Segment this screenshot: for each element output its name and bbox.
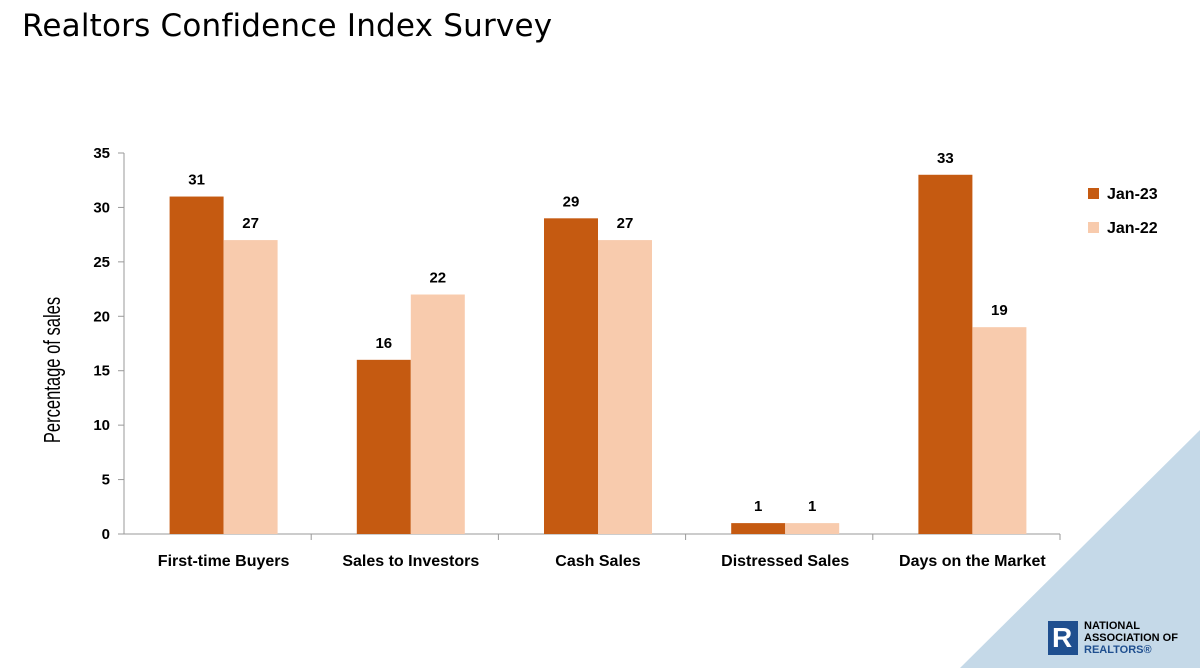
category-label: Cash Sales	[555, 553, 640, 570]
category-labels: First-time Buyers Sales to Investors Cash …	[158, 553, 1047, 570]
y-tick-label: 5	[102, 472, 110, 489]
y-axis-title-group: Percentage of sales	[40, 297, 65, 443]
data-label: 29	[563, 193, 580, 210]
data-label: 27	[242, 215, 259, 232]
data-label: 19	[991, 302, 1008, 319]
y-tick-label: 15	[93, 363, 110, 380]
logo-line-1: NATIONAL	[1084, 620, 1141, 632]
legend-label: Jan-22	[1107, 220, 1158, 237]
category-label: Distressed Sales	[721, 553, 849, 570]
y-tick-label: 25	[93, 254, 110, 271]
category-label: Days on the Market	[899, 553, 1046, 570]
y-tick-label: 35	[93, 145, 110, 162]
legend-label: Jan-23	[1107, 186, 1158, 203]
bar	[410, 294, 465, 534]
nar-logo: R NATIONAL ASSOCIATION OF REALTORS®	[1048, 618, 1178, 658]
data-label: 31	[188, 172, 205, 189]
bar	[598, 240, 652, 535]
bar	[972, 327, 1027, 534]
corner-triangle	[960, 430, 1200, 668]
logo-r-letter: R	[1052, 622, 1073, 653]
bar	[223, 240, 278, 535]
y-tick-label: 10	[93, 417, 110, 434]
realtor-r-icon: R	[1048, 621, 1078, 655]
bar	[785, 523, 840, 534]
data-label: 1	[754, 498, 762, 515]
bar	[918, 174, 973, 534]
data-label: 16	[375, 335, 392, 352]
bar	[731, 523, 786, 534]
data-label: 33	[937, 150, 954, 167]
logo-line-3: REALTORS®	[1084, 644, 1152, 656]
y-tick-label: 30	[93, 199, 110, 216]
data-label: 1	[808, 498, 816, 515]
legend-swatch	[1088, 222, 1099, 233]
y-axis-title: Percentage of sales	[40, 297, 65, 443]
logo-text: NATIONAL ASSOCIATION OF REALTORS®	[1084, 620, 1178, 656]
data-label: 27	[617, 215, 634, 232]
category-label: First-time Buyers	[158, 553, 290, 570]
bar	[544, 218, 598, 535]
legend: Jan-23 Jan-22	[1088, 186, 1158, 237]
data-label: 22	[429, 270, 446, 287]
y-tick-label: 0	[102, 526, 110, 543]
page-title: Realtors Confidence Index Survey	[22, 8, 553, 44]
bars	[169, 174, 1027, 535]
y-tick-label: 20	[93, 308, 110, 325]
y-ticks: 0 5 10 15 20 25 30 35	[93, 145, 124, 543]
legend-swatch	[1088, 188, 1099, 199]
bar	[169, 196, 224, 535]
data-labels: 31 27 16 22 29 27 1 1 33 19	[188, 150, 1007, 515]
logo-line-2: ASSOCIATION OF	[1084, 632, 1178, 644]
bar	[356, 359, 411, 534]
category-label: Sales to Investors	[342, 553, 479, 570]
